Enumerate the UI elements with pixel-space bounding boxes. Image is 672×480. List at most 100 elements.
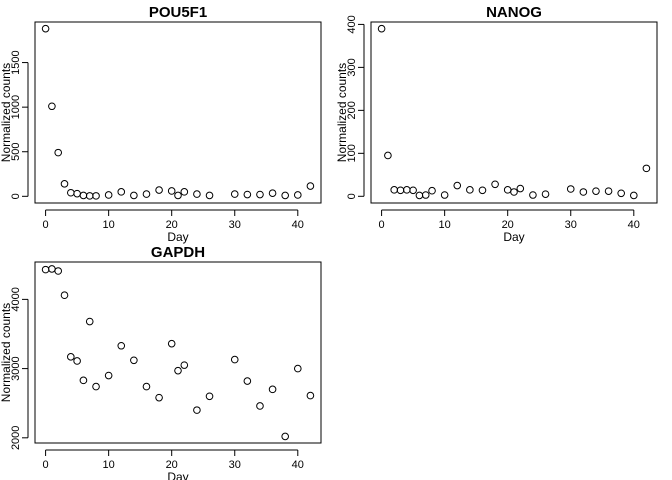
x-tick-label: 20	[166, 219, 178, 231]
chart-title: POU5F1	[149, 4, 207, 21]
chart-panel-0: POU5F1 0 10 20 30 40 Day 0 500 1000 1500Normalized…	[0, 4, 322, 244]
x-axis-label: Day	[167, 470, 188, 480]
data-point	[205, 191, 214, 200]
data-point	[142, 190, 151, 198]
data-point	[54, 267, 63, 275]
data-point	[193, 406, 201, 414]
data-point	[230, 355, 239, 364]
data-point	[193, 190, 201, 198]
data-point	[478, 186, 487, 195]
data-point	[503, 186, 512, 194]
x-tick-label: 30	[229, 219, 241, 231]
data-point	[117, 341, 126, 350]
data-point	[73, 357, 81, 365]
data-point	[48, 265, 56, 273]
data-point	[516, 184, 525, 193]
data-point	[579, 188, 588, 196]
data-point	[592, 187, 600, 195]
x-axis-label: Day	[503, 230, 524, 244]
x-tick-label: 40	[628, 219, 640, 231]
x-tick-label: 30	[565, 219, 577, 231]
data-point	[384, 151, 392, 160]
data-point	[629, 191, 638, 200]
data-point	[41, 24, 50, 33]
data-point	[293, 364, 302, 373]
y-axis-label: Normalized counts	[335, 63, 349, 162]
data-point	[281, 432, 289, 441]
data-point	[491, 180, 499, 189]
x-tick-label: 30	[229, 459, 241, 471]
data-point	[642, 164, 651, 173]
data-point	[529, 191, 537, 199]
data-point	[440, 191, 449, 199]
data-point	[85, 192, 94, 200]
data-point	[306, 182, 315, 190]
data-point	[428, 186, 436, 195]
chart-title: GAPDH	[151, 244, 205, 261]
y-tick-label: 0	[10, 193, 22, 199]
data-point	[243, 377, 252, 385]
data-point	[268, 385, 277, 394]
data-point	[281, 191, 289, 200]
data-point	[60, 180, 69, 188]
data-point	[48, 102, 56, 111]
x-tick-label: 20	[166, 459, 178, 471]
chart-panel-1: NANOG 0 10 20 30 40 Day 0 100 200 300 400 Normalized…	[335, 4, 658, 244]
x-tick-label: 0	[379, 219, 385, 231]
data-point	[306, 391, 315, 400]
y-tick-label: 300	[346, 58, 358, 76]
data-point	[104, 191, 113, 199]
data-point	[155, 393, 163, 402]
x-tick-label: 40	[292, 219, 304, 231]
data-point	[167, 339, 176, 348]
data-point	[256, 402, 264, 410]
y-tick-label: 0	[346, 193, 358, 199]
data-point	[130, 191, 138, 200]
y-tick-label: 1000	[10, 95, 22, 119]
data-point	[117, 188, 126, 196]
data-point	[409, 186, 417, 195]
data-point	[92, 382, 100, 391]
data-point	[541, 190, 550, 198]
data-point	[67, 188, 75, 197]
data-point	[510, 188, 518, 196]
y-tick-label: 400	[346, 15, 358, 33]
x-tick-label: 10	[103, 219, 115, 231]
data-point	[104, 371, 113, 380]
data-point	[142, 382, 151, 391]
data-point	[155, 186, 163, 194]
data-point	[453, 181, 462, 190]
data-point	[268, 189, 277, 197]
plot-frame	[34, 21, 322, 204]
data-point	[415, 191, 424, 200]
data-point	[604, 187, 613, 195]
y-tick-label: 4000	[10, 287, 22, 311]
x-tick-label: 20	[502, 219, 514, 231]
data-point	[174, 191, 182, 200]
data-point	[174, 366, 182, 375]
data-point	[180, 188, 189, 196]
y-tick-label: 2000	[10, 426, 22, 450]
data-point	[421, 191, 430, 199]
x-tick-label: 0	[43, 219, 49, 231]
data-point	[403, 186, 411, 194]
y-tick-label: 3000	[10, 356, 22, 380]
data-point	[243, 190, 252, 199]
data-point	[73, 189, 81, 198]
data-point	[293, 191, 302, 199]
x-tick-label: 10	[103, 459, 115, 471]
data-point	[230, 190, 239, 198]
data-point	[466, 186, 474, 194]
plot-frame	[34, 261, 322, 444]
data-point	[617, 189, 625, 198]
data-point	[566, 185, 575, 193]
data-point	[67, 353, 75, 361]
data-point	[377, 24, 386, 33]
y-tick-label: 200	[346, 101, 358, 119]
data-point	[130, 356, 138, 365]
y-axis-label: Normalized counts	[0, 63, 13, 162]
data-point	[54, 148, 63, 157]
y-tick-label: 500	[10, 143, 22, 161]
plot-frame	[370, 21, 658, 204]
